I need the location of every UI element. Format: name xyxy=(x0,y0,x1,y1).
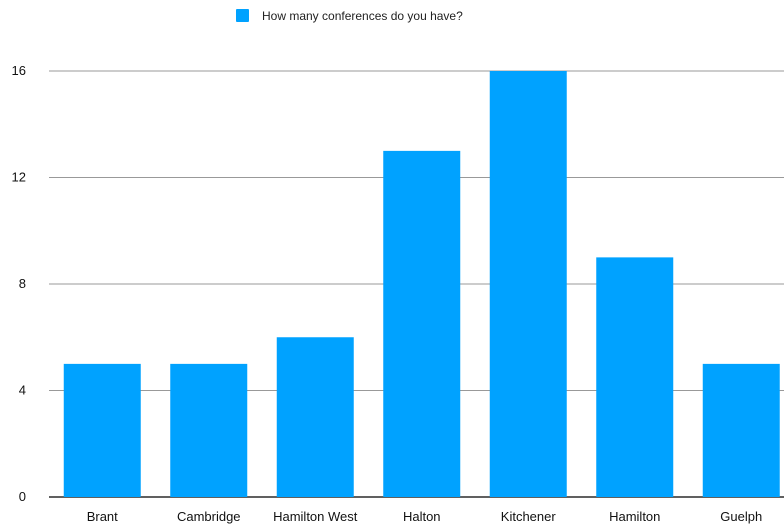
y-axis-ticks: 0 4 8 12 16 xyxy=(12,63,26,504)
bar-cambridge xyxy=(170,363,248,497)
x-tick-label: Kitchener xyxy=(501,509,557,524)
bar-kitchener xyxy=(489,71,567,497)
x-tick-label: Hamilton xyxy=(609,509,660,524)
x-tick-label: Cambridge xyxy=(177,509,241,524)
y-tick-label: 4 xyxy=(19,383,26,398)
bar-hamilton-west xyxy=(276,337,354,497)
bar-guelph xyxy=(702,363,780,497)
y-tick-label: 8 xyxy=(19,276,26,291)
x-tick-label: Guelph xyxy=(720,509,762,524)
bar-brant xyxy=(63,363,141,497)
legend-label: How many conferences do you have? xyxy=(262,9,463,23)
x-tick-label: Hamilton West xyxy=(273,509,358,524)
x-tick-label: Halton xyxy=(403,509,441,524)
x-tick-label: Brant xyxy=(87,509,118,524)
bar-hamilton xyxy=(596,257,674,497)
y-tick-label: 16 xyxy=(12,63,26,78)
x-axis-labels: Brant Cambridge Hamilton West Halton Kitchen… xyxy=(87,509,763,524)
bar-halton xyxy=(383,150,461,497)
bars xyxy=(63,71,780,497)
y-tick-label: 0 xyxy=(19,489,26,504)
legend: How many conferences do you have? xyxy=(236,9,463,23)
y-tick-label: 12 xyxy=(12,170,26,185)
legend-swatch xyxy=(236,9,249,22)
